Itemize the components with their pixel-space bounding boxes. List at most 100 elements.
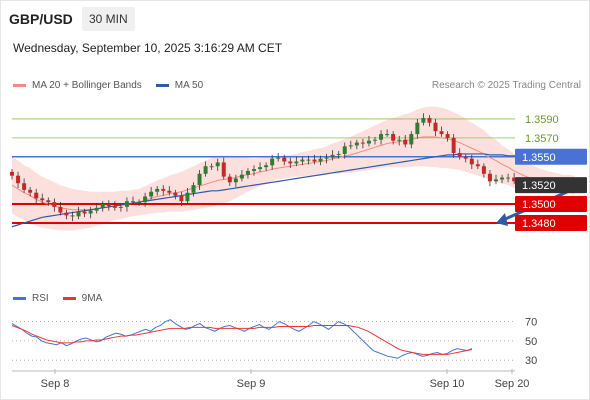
candle-body	[276, 157, 281, 159]
candle	[221, 157, 226, 180]
candle	[100, 201, 105, 212]
rsi-legend: RSI 9MA	[13, 293, 116, 304]
candle-body	[300, 159, 305, 162]
candle-body	[173, 192, 178, 196]
candle	[373, 136, 377, 145]
candle-body	[385, 134, 390, 136]
x-tick-label-2: Sep 10	[430, 378, 465, 390]
candle	[52, 198, 57, 212]
candle	[312, 154, 317, 165]
candle-body	[131, 201, 135, 203]
candle-body	[324, 157, 329, 159]
candle-body	[46, 200, 51, 203]
level-label-5: 1.3480	[522, 218, 556, 230]
symbol-label: GBP/USD	[9, 11, 73, 27]
candle-body	[487, 173, 492, 182]
timeframe-badge[interactable]: 30 MIN	[82, 7, 135, 31]
candle-body	[258, 167, 263, 170]
candle	[28, 187, 33, 197]
candle-body	[58, 206, 63, 213]
legend-label-9ma: 9MA	[81, 293, 103, 304]
candle-body	[433, 122, 438, 132]
rsi-tick-0: 70	[525, 317, 537, 329]
candle-body	[342, 146, 347, 154]
candle-body	[439, 131, 444, 135]
candle	[46, 197, 51, 206]
candle	[270, 154, 275, 170]
candle-body	[209, 166, 214, 168]
candle	[288, 157, 293, 169]
candle	[366, 135, 371, 147]
candle	[82, 208, 87, 218]
candle	[245, 168, 250, 179]
candle	[500, 174, 505, 184]
candle-body	[373, 139, 377, 141]
moving-averages	[11, 136, 575, 228]
candle-body	[137, 202, 142, 204]
candle	[348, 140, 353, 150]
legend-item-9ma: 9MA	[62, 293, 103, 304]
candle-body	[348, 145, 353, 147]
candle-body	[82, 211, 87, 214]
candle-body	[475, 164, 480, 167]
research-credit: Research © 2025 Trading Central	[431, 80, 581, 91]
candle-body	[179, 195, 184, 202]
candle	[330, 150, 335, 161]
candle	[421, 113, 426, 126]
candle-body	[264, 165, 269, 168]
candle-body	[100, 204, 105, 208]
level-label-1: 1.3570	[525, 133, 559, 145]
candle	[264, 162, 269, 171]
candle-body	[52, 202, 57, 207]
candle-body	[143, 196, 148, 203]
candle	[360, 138, 365, 149]
candle	[40, 193, 45, 204]
ma50-line	[11, 153, 575, 228]
candle	[403, 135, 408, 148]
rsi-panel: 70 50 30	[11, 317, 537, 367]
level-box-4	[515, 196, 587, 213]
candle-body	[415, 122, 420, 135]
candle	[506, 173, 511, 183]
x-tick-label-1: Sep 9	[237, 378, 266, 390]
candle	[427, 115, 432, 127]
candle-body	[494, 179, 498, 182]
candle-body	[403, 139, 408, 145]
level-label-2: 1.3550	[522, 152, 556, 164]
candle	[118, 204, 123, 212]
candle-body	[233, 178, 238, 183]
candle	[300, 156, 305, 166]
forecast-arrow-head	[496, 212, 508, 226]
candle	[294, 156, 299, 167]
candle-body	[366, 140, 371, 144]
candle-body	[124, 201, 129, 207]
legend-label-rsi: RSI	[32, 293, 49, 304]
candle-body	[409, 134, 414, 145]
candle-body	[239, 174, 244, 179]
candle-body	[227, 176, 232, 183]
x-tick-label-0: Sep 8	[41, 378, 70, 390]
candle	[94, 203, 99, 214]
candle-body	[10, 171, 14, 176]
price-legend: MA 20 + Bollinger Bands MA 50	[13, 80, 217, 91]
candle-body	[167, 190, 172, 193]
level-label-3: 1.3520	[522, 180, 556, 192]
candle	[64, 209, 69, 220]
candle-body	[221, 162, 226, 177]
candle-body	[512, 177, 517, 182]
candle	[76, 206, 81, 220]
candle-body	[191, 185, 196, 193]
candle-body	[469, 158, 474, 165]
candle-body	[481, 166, 486, 174]
candle-body	[149, 191, 154, 197]
level-labels: 1.3590 1.3570 1.3550 1.3520 1.3500 1.3480	[515, 114, 587, 231]
candle	[282, 154, 287, 166]
candle	[203, 161, 208, 177]
candle	[239, 170, 244, 182]
candle-body	[203, 166, 208, 174]
candle	[318, 155, 323, 166]
candle	[155, 186, 160, 196]
candle-body	[451, 137, 456, 153]
candle-body	[112, 205, 117, 208]
